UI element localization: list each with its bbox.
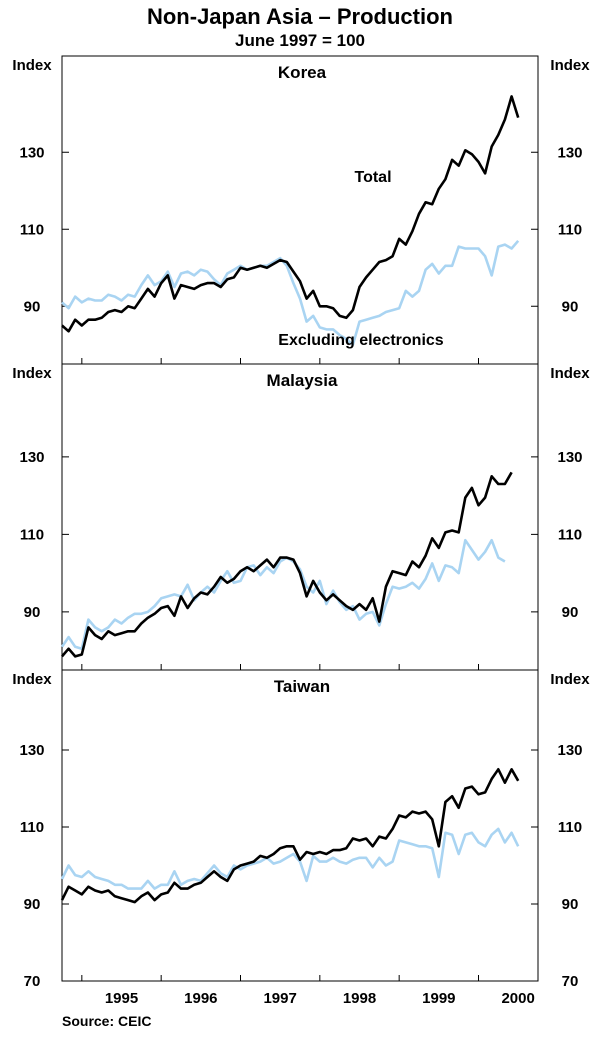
y-tick-label-left-110: 110 — [20, 819, 44, 836]
y-tick-label-right-130: 130 — [557, 449, 582, 466]
series-line-malaysia-excluding-electronics — [60, 538, 506, 651]
series-line-korea-excluding-electronics — [61, 239, 520, 347]
chart-title: Non-Japan Asia – Production — [146, 4, 453, 29]
plot-frame — [61, 55, 539, 982]
y-axis-label-left-malaysia: Index — [12, 365, 52, 382]
y-axis-label-right-korea: Index — [550, 57, 590, 74]
y-tick-label-right-70: 70 — [562, 973, 579, 990]
annotation-total: Total — [354, 169, 391, 186]
source-note: Source: CEIC — [62, 1013, 152, 1029]
x-tick-label-1998: 1998 — [343, 990, 376, 1007]
panel-title-malaysia: Malaysia — [267, 371, 338, 390]
y-tick-label-right-90: 90 — [562, 604, 579, 621]
y-axis-label-left-taiwan: Index — [12, 671, 52, 688]
y-axis-label-left-korea: Index — [12, 57, 52, 74]
series-line-malaysia-total — [61, 471, 513, 658]
x-tick-label-1997: 1997 — [263, 990, 296, 1007]
y-tick-label-right-90: 90 — [562, 896, 579, 913]
series-line-taiwan-excluding-electronics — [60, 827, 520, 890]
y-tick-label-right-110: 110 — [558, 221, 582, 238]
y-axis-label-right-taiwan: Index — [550, 671, 590, 688]
y-tick-label-left-70: 70 — [24, 973, 41, 990]
y-tick-label-right-110: 110 — [558, 526, 582, 543]
series-line-korea-total — [61, 95, 520, 333]
y-tick-label-left-110: 110 — [20, 221, 44, 238]
y-tick-label-right-90: 90 — [562, 298, 579, 315]
y-tick-label-right-130: 130 — [557, 742, 582, 759]
panel-title-korea: Korea — [278, 63, 327, 82]
y-tick-label-right-110: 110 — [558, 819, 582, 836]
y-tick-label-left-130: 130 — [19, 144, 44, 161]
series-line-taiwan-total — [60, 767, 520, 904]
y-axis-label-right-malaysia: Index — [550, 365, 590, 382]
x-tick-label-1995: 1995 — [105, 990, 138, 1007]
y-tick-label-left-110: 110 — [20, 526, 44, 543]
x-tick-label-1996: 1996 — [184, 990, 217, 1007]
x-tick-label-1999: 1999 — [422, 990, 455, 1007]
y-tick-label-left-130: 130 — [19, 742, 44, 759]
chart-subtitle: June 1997 = 100 — [235, 31, 365, 50]
panel-title-taiwan: Taiwan — [274, 677, 330, 696]
y-tick-label-left-130: 130 — [19, 449, 44, 466]
y-tick-label-left-90: 90 — [24, 298, 41, 315]
x-tick-label-2000: 2000 — [501, 990, 534, 1007]
y-tick-label-left-90: 90 — [24, 896, 41, 913]
annotation-excluding-electronics: Excluding electronics — [278, 332, 443, 349]
y-tick-label-left-90: 90 — [24, 604, 41, 621]
y-tick-label-right-130: 130 — [557, 144, 582, 161]
